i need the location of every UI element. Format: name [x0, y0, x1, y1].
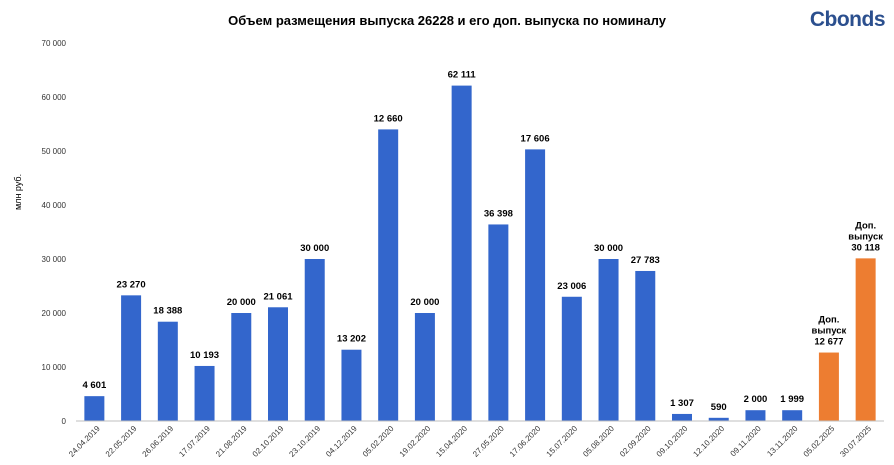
data-label: 1 307 — [670, 398, 694, 409]
x-tick-label: 09.10.2020 — [655, 424, 690, 459]
x-tick-label: 05.02.2025 — [802, 424, 837, 459]
data-label: 12 660 — [374, 113, 403, 124]
data-label: 590 — [711, 402, 727, 413]
x-tick-label: 05.08.2020 — [581, 424, 616, 459]
bar — [635, 270, 656, 421]
bar — [121, 295, 142, 421]
x-tick-label: 02.09.2020 — [618, 424, 653, 459]
bar — [672, 413, 692, 421]
data-label: 23 270 — [117, 279, 146, 290]
bar — [268, 307, 288, 421]
bar — [378, 129, 399, 421]
data-label: Доп. выпуск 12 677 — [812, 315, 847, 348]
bar — [341, 349, 362, 421]
data-label: 30 000 — [300, 243, 329, 254]
data-label: 62 111 — [448, 70, 477, 81]
data-labels: 4 601 23 270 18 388 10 193 20 000 21 061 30 00… — [82, 70, 883, 413]
bar — [414, 313, 435, 421]
x-tick-label: 21.08.2019 — [214, 424, 249, 459]
bar — [157, 321, 178, 421]
bar — [525, 149, 546, 421]
cbonds-logo: Cbonds — [809, 8, 886, 31]
data-label: 20 000 — [227, 297, 256, 308]
x-tick-label: 27.05.2020 — [471, 424, 506, 459]
y-axis-ticks: 0 10 000 20 000 30 000 40 000 50 000 60 000 70 … — [42, 39, 67, 426]
x-tick-label: 17.07.2019 — [177, 424, 212, 459]
data-label: 10 193 — [190, 350, 219, 361]
data-label: 23 006 — [557, 281, 586, 292]
bar — [818, 352, 839, 421]
bar — [745, 410, 766, 421]
x-tick-label: 15.07.2020 — [545, 424, 580, 459]
y-tick-label: 20 000 — [42, 309, 67, 318]
y-tick-label: 60 000 — [42, 93, 67, 102]
bar — [488, 224, 509, 421]
x-tick-label: 04.12.2019 — [324, 424, 359, 459]
y-tick-label: 70 000 — [42, 39, 67, 48]
data-label: 13 202 — [337, 334, 366, 345]
bars — [84, 85, 876, 422]
x-tick-label: 24.04.2019 — [67, 424, 102, 459]
data-label: Доп. выпуск 30 118 — [848, 220, 883, 253]
data-label: 18 388 — [153, 306, 182, 317]
bar — [84, 396, 105, 421]
data-label: 4 601 — [82, 380, 106, 391]
chart-title: Объем размещения выпуска 26228 и его доп… — [228, 13, 666, 28]
x-tick-label: 22.05.2019 — [104, 424, 139, 459]
bar — [598, 259, 619, 421]
y-tick-label: 30 000 — [42, 255, 67, 264]
y-tick-label: 0 — [62, 417, 67, 426]
y-tick-label: 40 000 — [42, 201, 67, 210]
x-tick-label: 17.06.2020 — [508, 424, 543, 459]
bar — [708, 417, 729, 421]
x-tick-label: 23.10.2019 — [287, 424, 322, 459]
x-tick-label: 09.11.2020 — [729, 424, 764, 459]
x-tick-label: 02.10.2019 — [251, 424, 286, 459]
data-label: 20 000 — [410, 297, 439, 308]
x-tick-label: 12.10.2020 — [691, 424, 726, 459]
data-label: 1 999 — [780, 394, 804, 405]
data-label: 17 606 — [521, 133, 550, 144]
bar — [561, 296, 582, 421]
x-tick-label: 19.02.2020 — [398, 424, 433, 459]
bar — [855, 258, 876, 421]
y-tick-label: 10 000 — [42, 363, 67, 372]
data-label: 2 000 — [744, 394, 768, 405]
x-tick-label: 30.07.2025 — [838, 424, 873, 459]
data-label: 36 398 — [484, 208, 513, 219]
y-tick-label: 50 000 — [42, 147, 67, 156]
data-label: 21 061 — [263, 291, 293, 302]
data-label: 30 000 — [594, 243, 623, 254]
bar — [782, 410, 803, 421]
bar — [231, 313, 252, 421]
bar — [451, 85, 472, 422]
bar — [304, 259, 325, 421]
x-tick-label: 13.11.2020 — [765, 424, 800, 459]
x-tick-label: 15.04.2020 — [434, 424, 469, 459]
data-label: 27 783 — [631, 255, 660, 266]
bar — [194, 365, 215, 421]
x-axis-ticks: 24.04.2019 22.05.2019 26.06.2019 17.07.2019… — [67, 424, 873, 459]
x-tick-label: 05.02.2020 — [361, 424, 396, 459]
x-tick-label: 26.06.2019 — [141, 424, 176, 459]
